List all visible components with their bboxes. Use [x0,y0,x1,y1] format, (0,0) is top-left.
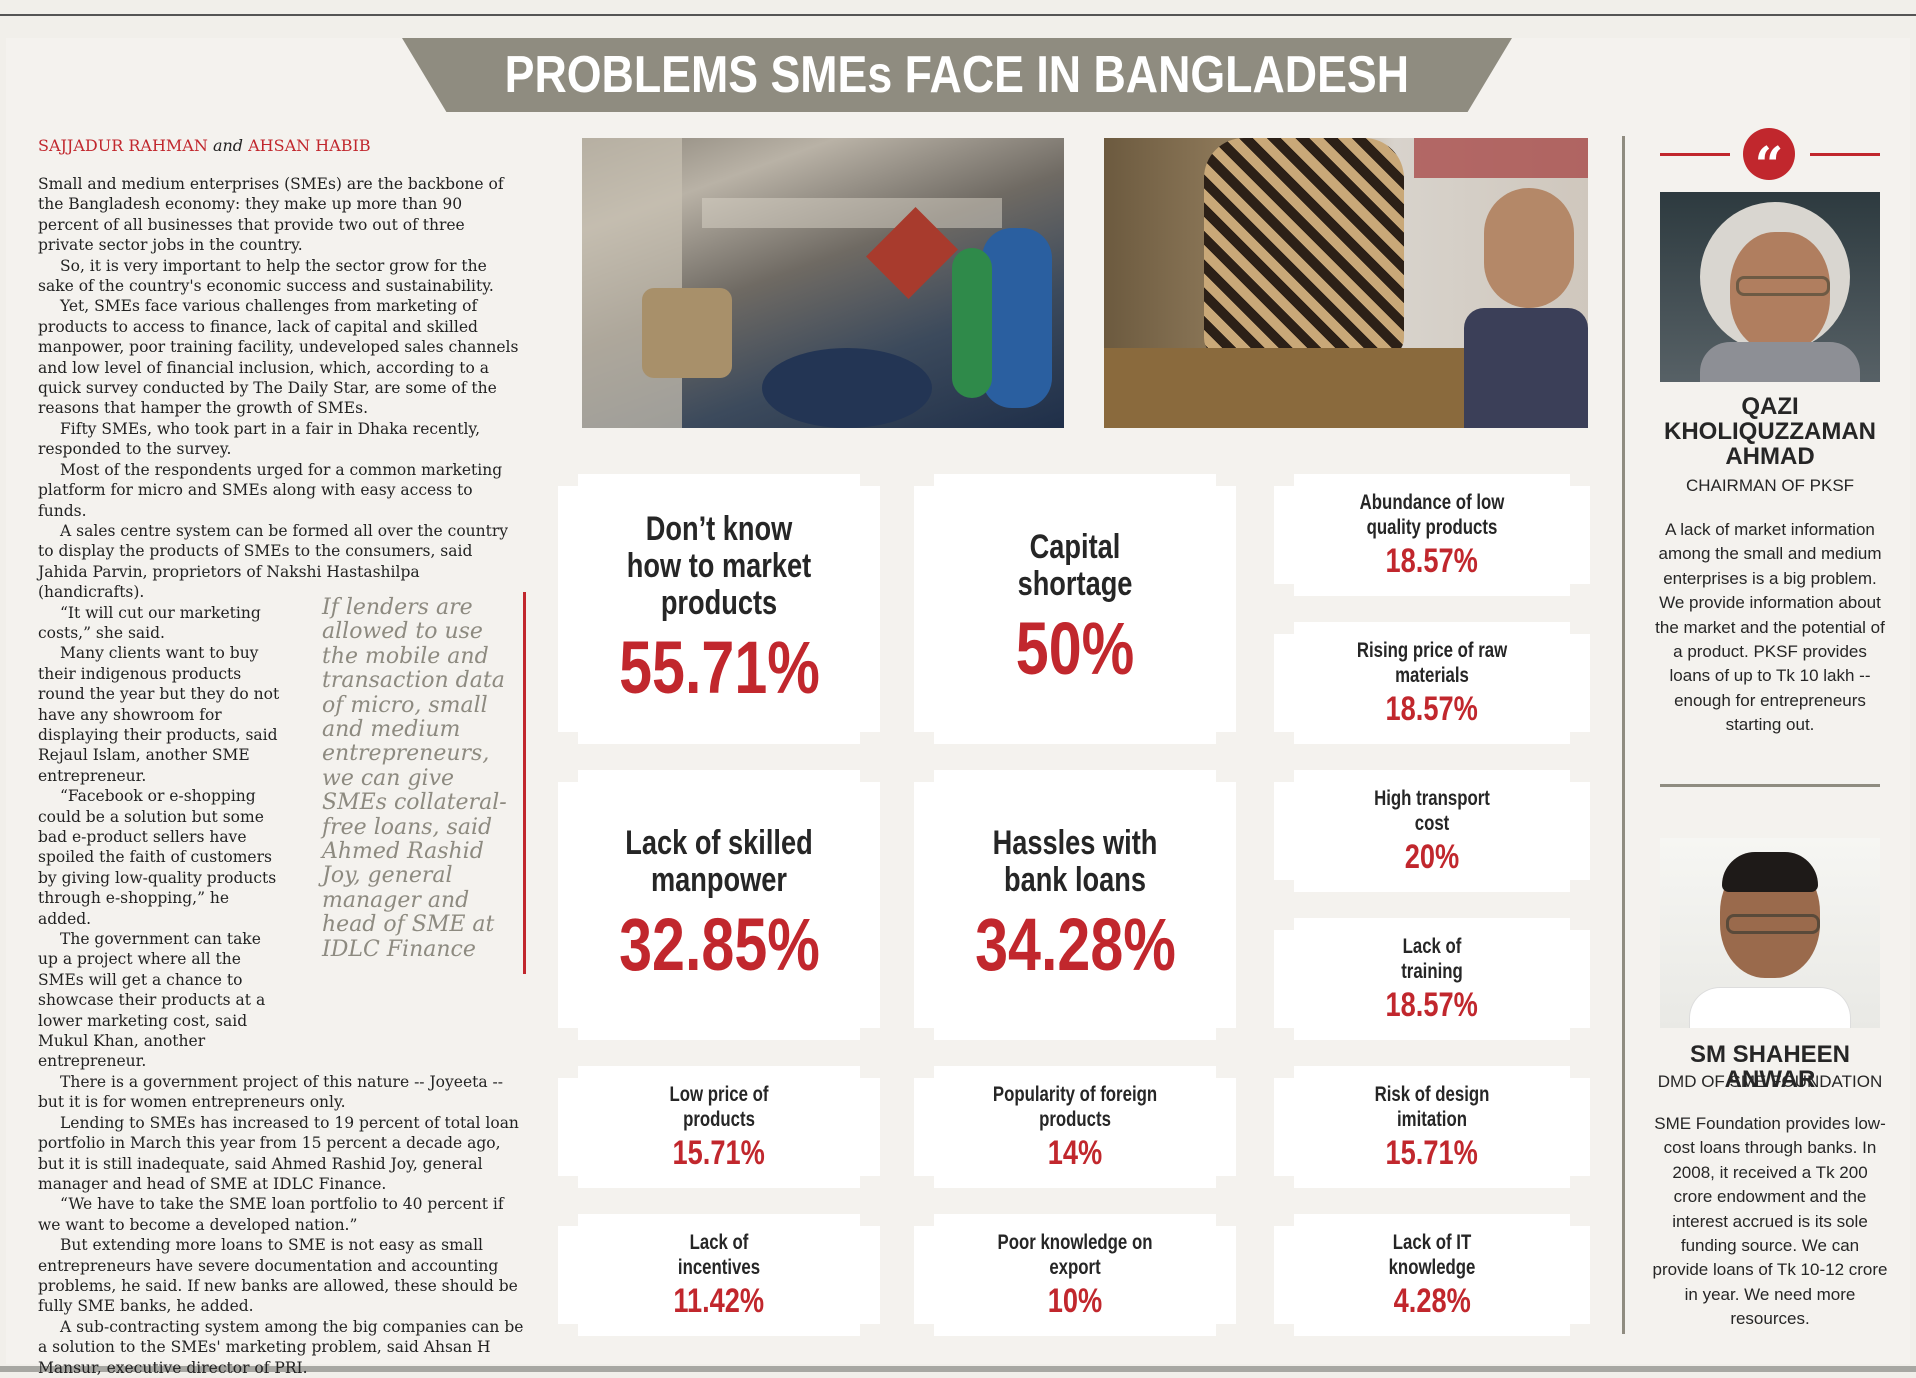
stat-value: 10% [1047,1282,1103,1320]
article-paragraph: Many clients want to buy their indigenou… [38,644,280,785]
person-2-role: DMD OF SME FOUNDATION [1657,1072,1883,1091]
stat-value: 18.57% [1385,690,1479,728]
stat-card-market: Don’t know how to market products 55.71% [558,474,880,744]
person-2-name: SM SHAHEEN ANWAR [1689,1041,1851,1093]
stat-label: Lack of incentives [677,1231,761,1279]
portrait-sm-shaheen-anwar [1660,838,1880,1028]
article-paragraph: There is a government project of this na… [38,1072,503,1112]
page-title: PROBLEMS SMEs FACE IN BANGLADESH [504,46,1410,104]
byline: SAJJADUR RAHMAN and AHSAN HABIB [38,136,371,155]
stat-card-design-imitation: Risk of design imitation 15.71% [1274,1066,1590,1188]
stat-label: Lack of skilled manpower [625,824,813,899]
stat-value: 15.71% [1385,1134,1479,1172]
article-paragraph: “We have to take the SME loan portfolio … [38,1195,504,1234]
stat-label: Lack of IT knowledge [1388,1231,1476,1279]
stat-value: 15.71% [672,1134,766,1172]
stat-card-raw-materials: Rising price of raw materials 18.57% [1274,622,1590,744]
stat-card-low-price: Low price of products 15.71% [558,1066,880,1188]
person-1-quote: A lack of market information among the s… [1655,520,1885,735]
stat-label: Abundance of low quality products [1359,491,1505,539]
sidebar-separator [1660,784,1880,787]
stat-label: Hassles with bank loans [992,824,1158,899]
stat-card-capital: Capital shortage 50% [914,474,1236,744]
stat-card-manpower: Lack of skilled manpower 32.85% [558,770,880,1040]
article-paragraph: Fifty SMEs, who took part in a fair in D… [38,419,481,459]
author-1: SAJJADUR RAHMAN [38,136,208,155]
article-paragraph: Small and medium enterprises (SMEs) are … [38,175,504,255]
stat-card-foreign-products: Popularity of foreign products 14% [914,1066,1236,1188]
stat-value: 18.57% [1385,542,1479,580]
bottom-rule [0,1366,1916,1372]
stat-value: 34.28% [974,903,1176,986]
headline-banner: PROBLEMS SMEs FACE IN BANGLADESH [402,38,1512,112]
article-paragraph: Yet, SMEs face various challenges from m… [38,297,519,418]
article-paragraph: “Facebook or e-shopping could be a solut… [38,787,277,928]
quote-mark-icon: “ [1743,128,1795,194]
stat-card-incentives: Lack of incentives 11.42% [558,1214,880,1336]
article-paragraph: Lending to SMEs has increased to 19 perc… [38,1113,519,1193]
stat-label: Capital shortage [1017,528,1133,603]
portrait-qazi-kholiquzzaman [1660,192,1880,382]
fair-stall-photo [582,138,1064,428]
stat-card-training: Lack of training 18.57% [1274,918,1590,1040]
stat-label: Poor knowledge on export [997,1231,1153,1279]
article-paragraph: A sales centre system can be formed all … [38,521,509,602]
top-rule [0,14,1916,16]
stat-label: Don’t know how to market products [626,509,812,622]
stat-card-export: Poor knowledge on export 10% [914,1214,1236,1336]
stat-label: Rising price of raw materials [1356,639,1508,687]
sidebar-divider [1622,136,1625,1334]
author-2: AHSAN HABIB [248,136,371,155]
byline-conjunction: and [212,136,244,155]
stat-label: Lack of training [1401,935,1463,983]
stat-card-it-knowledge: Lack of IT knowledge 4.28% [1274,1214,1590,1336]
article-body: Small and medium enterprises (SMEs) are … [38,174,524,1378]
stat-label: Low price of products [669,1083,769,1131]
bamboo-craft-photo [1104,138,1588,428]
article-paragraph: Most of the respondents urged for a comm… [38,460,503,520]
stat-card-bank-loans: Hassles with bank loans 34.28% [914,770,1236,1040]
stat-value: 18.57% [1385,986,1479,1024]
stat-label: Risk of design imitation [1374,1083,1490,1131]
quote-rule-left [1660,153,1730,156]
article-paragraph: “It will cut our marketing costs,” she s… [38,603,261,642]
pull-quote: If lenders are allowed to use the mobile… [322,595,507,962]
stat-value: 32.85% [618,903,820,986]
person-1-name: QAZI KHOLIQUZZAMAN AHMAD [1664,393,1876,470]
stat-card-low-quality: Abundance of low quality products 18.57% [1274,474,1590,596]
article-paragraph: The government can take up a project whe… [38,930,266,1071]
stat-value: 14% [1047,1134,1103,1172]
stat-value: 55.71% [618,625,820,709]
stat-value: 11.42% [673,1282,765,1320]
stat-value: 4.28% [1393,1282,1471,1320]
stat-value: 50% [1015,607,1135,690]
article-paragraph: A sub-contracting system among the big c… [38,1317,524,1377]
pull-quote-rule [523,592,526,974]
quote-rule-right [1810,153,1880,156]
person-2-quote: SME Foundation provides low-cost loans t… [1652,1114,1888,1329]
stat-value: 20% [1404,838,1460,876]
article-paragraph: But extending more loans to SME is not e… [38,1236,518,1316]
person-1-role: CHAIRMAN OF PKSF [1685,476,1855,495]
stat-label: Popularity of foreign products [992,1083,1158,1131]
stat-label: High transport cost [1374,787,1490,835]
stat-card-transport: High transport cost 20% [1274,770,1590,892]
article-paragraph: So, it is very important to help the sec… [38,256,494,296]
